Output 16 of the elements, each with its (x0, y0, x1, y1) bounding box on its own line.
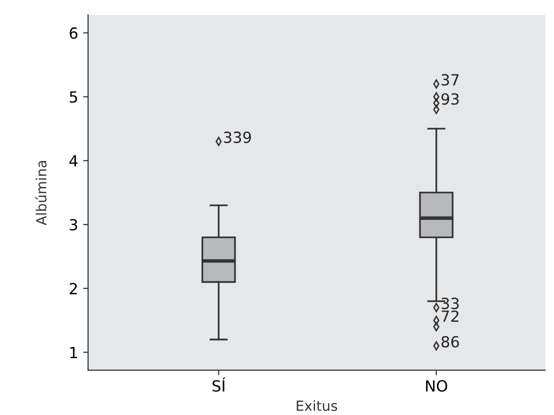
annotation: 37 (442, 74, 459, 86)
y-tick-label: 2 (70, 282, 77, 294)
annotation: 72 (442, 310, 458, 322)
y-tick-label: 1 (70, 346, 77, 358)
annotation: 33 (442, 298, 459, 310)
annotation: 93 (441, 93, 459, 105)
y-tick-label: 6 (70, 27, 78, 39)
y-tick-label: 5 (70, 91, 78, 103)
x-tick-label: SÍ (212, 377, 226, 392)
x-tick-label: NO (426, 380, 448, 392)
y-axis-title: Albúmina (35, 160, 47, 226)
x-axis-title: Exitus (296, 400, 338, 411)
annotation: 86 (442, 336, 459, 348)
y-tick-label: 3 (70, 218, 78, 231)
annotation: 339 (224, 132, 251, 144)
y-tick-label: 4 (69, 155, 78, 166)
